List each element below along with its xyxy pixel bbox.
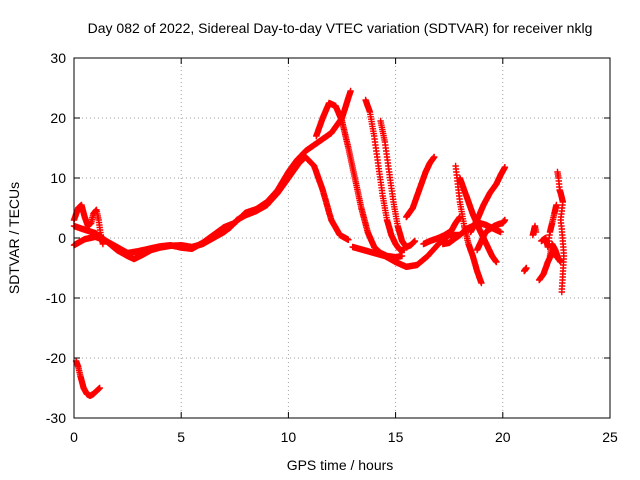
series-track-late-1 (452, 162, 485, 287)
data-points (554, 168, 568, 296)
series-track-peak-c (377, 117, 419, 251)
data-points (521, 264, 530, 275)
x-tick-label: 0 (70, 429, 78, 445)
x-axis-label: GPS time / hours (287, 457, 394, 473)
series-track-end-5 (554, 168, 568, 296)
chart-title: Day 082 of 2022, Sidereal Day-to-day VTE… (88, 20, 593, 36)
y-tick-label: -20 (46, 350, 66, 366)
data-points (420, 213, 464, 248)
series-track-mid-3 (420, 213, 464, 248)
data-layer (70, 87, 568, 399)
tick-layer: 0 5 10 15 20 25 -30 -20 -10 0 10 20 30 (46, 50, 618, 445)
series-track-end-6 (546, 240, 562, 263)
data-points (72, 357, 103, 399)
series-track-mid-2 (403, 153, 438, 221)
y-tick-label: 10 (50, 170, 66, 186)
data-points (538, 201, 560, 251)
x-tick-label: 20 (495, 429, 511, 445)
data-points (403, 153, 438, 221)
y-tick-label: -10 (46, 290, 66, 306)
data-points (362, 96, 408, 254)
series-track-end-2 (529, 222, 540, 239)
y-tick-label: 20 (50, 110, 66, 126)
data-points (377, 117, 419, 251)
x-tick-label: 25 (602, 429, 618, 445)
y-tick-label: -30 (46, 410, 66, 426)
series-track-end-1 (521, 264, 530, 275)
x-tick-label: 15 (388, 429, 404, 445)
data-points (546, 240, 562, 263)
series-track-late-5 (439, 219, 504, 248)
data-points (452, 162, 485, 287)
series-track-main-2 (70, 87, 354, 257)
series-track-end-4 (538, 201, 560, 251)
series-track-peak-b (362, 96, 408, 254)
series-track-low (72, 357, 103, 399)
y-axis-label: SDTVAR / TECUs (6, 182, 22, 294)
x-tick-label: 10 (281, 429, 297, 445)
x-tick-label: 5 (177, 429, 185, 445)
y-tick-label: 30 (50, 50, 66, 66)
data-points (70, 87, 354, 257)
y-tick-label: 0 (58, 230, 66, 246)
data-points (439, 219, 504, 248)
data-points (529, 222, 540, 239)
